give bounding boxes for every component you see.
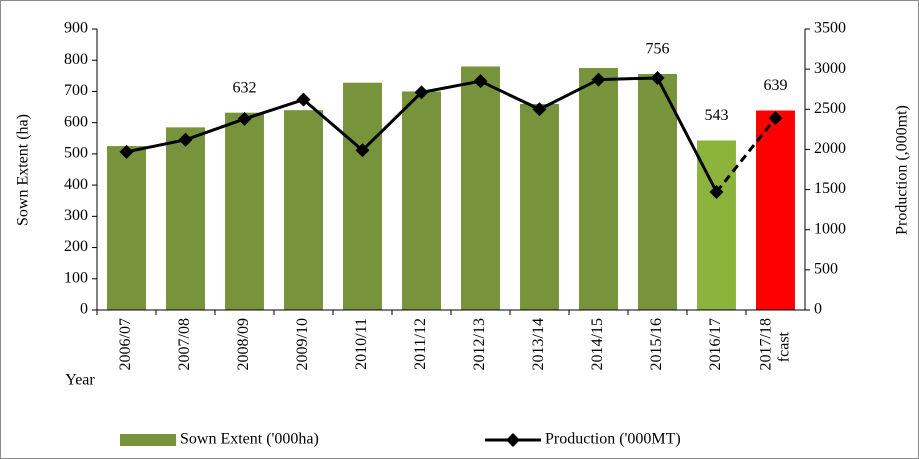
y-tick-label: 100 bbox=[64, 269, 88, 286]
legend-label: Production ('000MT) bbox=[545, 431, 681, 448]
line-marker bbox=[414, 85, 429, 100]
bar bbox=[638, 73, 677, 311]
y-tick-label: 400 bbox=[64, 176, 88, 193]
bar bbox=[461, 66, 500, 310]
y2-tick-label: 0 bbox=[814, 301, 822, 318]
y2-tick-label: 3500 bbox=[814, 20, 846, 37]
x-tick-label: 2012/13 bbox=[471, 318, 488, 370]
line-forecast bbox=[715, 117, 777, 193]
legend-marker bbox=[506, 433, 520, 447]
line-marker bbox=[768, 111, 783, 126]
y2-axis-title: Production (,000mt) bbox=[894, 105, 911, 235]
legend-label: Sown Extent ('000ha) bbox=[180, 431, 319, 448]
x-tick-label: 2006/07 bbox=[117, 318, 134, 370]
plot-area bbox=[97, 29, 805, 310]
bar bbox=[107, 146, 146, 310]
x-tick-label: 2014/15 bbox=[589, 318, 606, 370]
x-tick-label: 2009/10 bbox=[294, 318, 311, 370]
x-axis-title: Year bbox=[65, 372, 95, 389]
bar bbox=[343, 82, 382, 310]
y-tick-label: 200 bbox=[64, 238, 88, 255]
data-label: 756 bbox=[646, 41, 670, 58]
x-tick-label: 2011/12 bbox=[412, 318, 429, 370]
y-tick-label: 700 bbox=[64, 82, 88, 99]
y-tick-label: 0 bbox=[80, 301, 88, 318]
line-marker bbox=[473, 74, 488, 89]
bar bbox=[520, 103, 559, 310]
bar bbox=[284, 110, 323, 310]
y2-tick-label: 1000 bbox=[814, 220, 846, 237]
line-marker bbox=[532, 102, 547, 117]
data-label: 632 bbox=[233, 79, 257, 96]
y-tick-label: 600 bbox=[64, 113, 88, 130]
x-tick-label: 2007/08 bbox=[176, 318, 193, 370]
x-tick-label: 2010/11 bbox=[353, 318, 370, 370]
y2-tick-label: 500 bbox=[814, 261, 838, 278]
x-tick-label: 2008/09 bbox=[235, 318, 252, 370]
y2-tick-label: 1500 bbox=[814, 180, 846, 197]
bar bbox=[579, 68, 618, 311]
y-tick-label: 900 bbox=[64, 20, 88, 37]
y-axis-title: Sown Extent (ha) bbox=[15, 114, 32, 226]
y-tick-label: 800 bbox=[64, 51, 88, 68]
line-marker bbox=[709, 184, 724, 199]
x-tick-label: 2015/16 bbox=[648, 318, 665, 370]
bar bbox=[402, 91, 441, 310]
line-marker bbox=[355, 143, 370, 158]
y2-tick-label: 2500 bbox=[814, 100, 846, 117]
y-tick-label: 500 bbox=[64, 145, 88, 162]
bar bbox=[756, 110, 795, 311]
line-marker bbox=[119, 144, 134, 159]
data-label: 639 bbox=[764, 77, 788, 94]
data-label: 543 bbox=[705, 107, 729, 124]
x-tick-label: 2017/18fcast bbox=[757, 318, 792, 370]
y2-tick-label: 2000 bbox=[814, 140, 846, 157]
line-marker bbox=[591, 72, 606, 87]
line-marker bbox=[237, 111, 252, 126]
line-marker bbox=[296, 92, 311, 107]
line-marker bbox=[178, 132, 193, 147]
line-marker bbox=[650, 70, 665, 85]
x-tick-label: 2016/17 bbox=[707, 318, 724, 370]
legend-swatch bbox=[120, 434, 176, 446]
y2-tick-label: 3000 bbox=[814, 60, 846, 77]
bar bbox=[166, 127, 205, 310]
x-tick-label: 2013/14 bbox=[530, 318, 547, 370]
y-tick-label: 300 bbox=[64, 207, 88, 224]
bar bbox=[225, 112, 264, 310]
